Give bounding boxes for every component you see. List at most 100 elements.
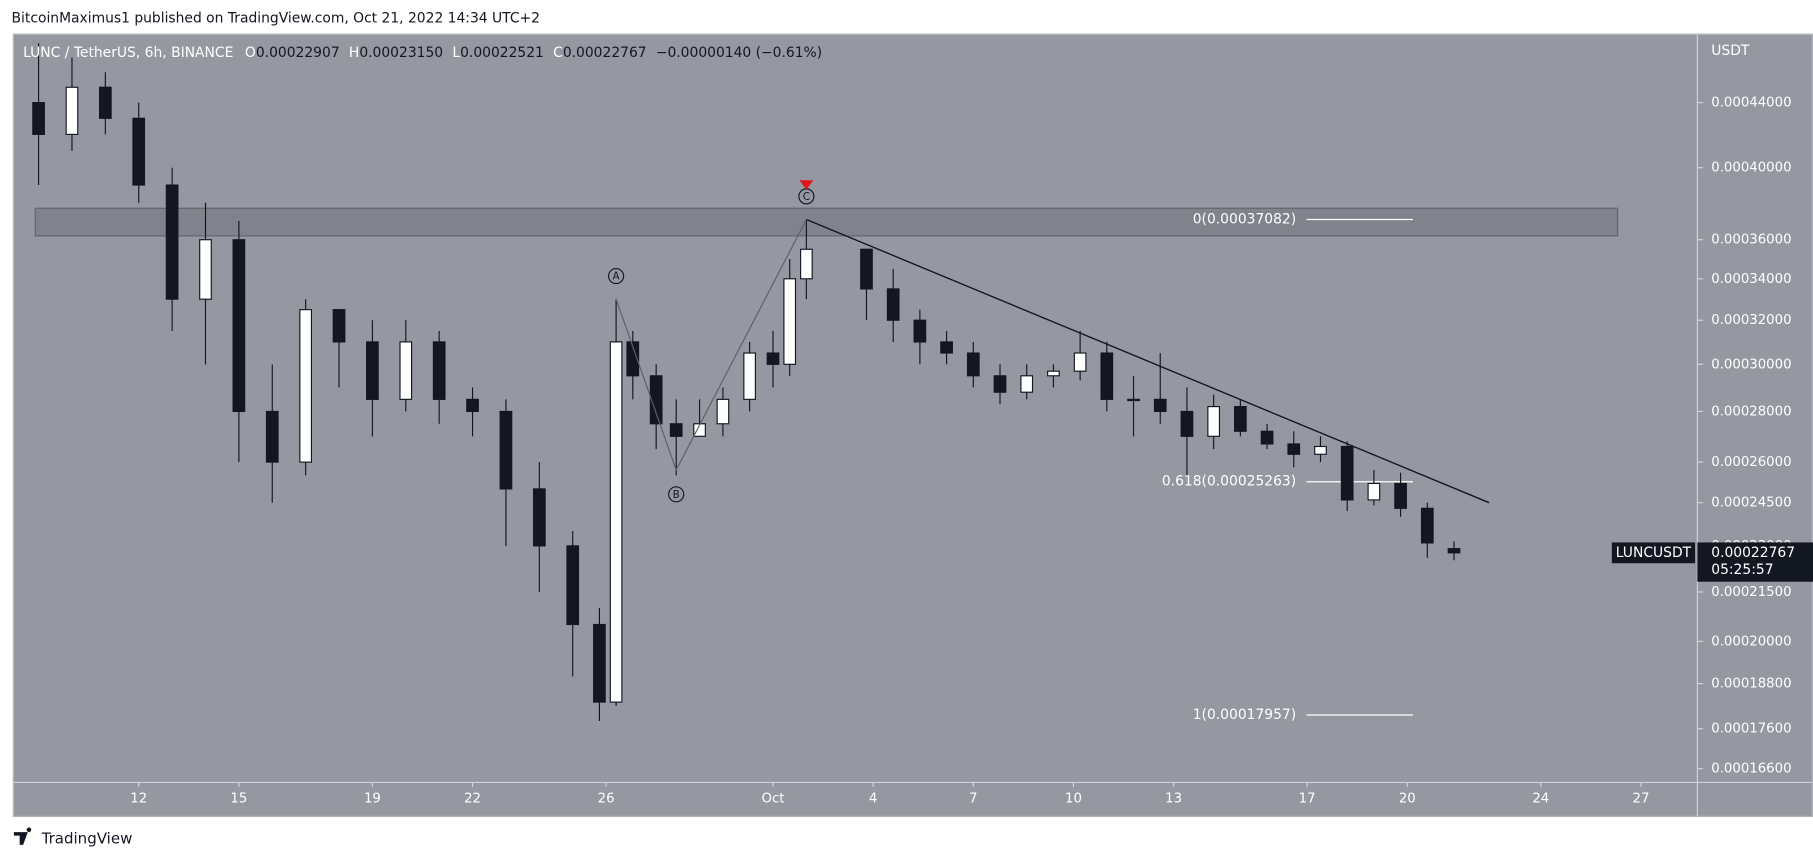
candle: [532, 462, 546, 592]
candle-body: [593, 623, 606, 703]
candle-body: [1020, 375, 1034, 393]
y-tick-label: 0.00032000: [1711, 313, 1791, 328]
candle: [32, 43, 45, 186]
candle: [1207, 394, 1221, 450]
candle-body: [466, 398, 479, 413]
legend-field-value: 0.00023150: [359, 45, 443, 61]
candle-body: [940, 341, 953, 354]
legend-field-name: L: [452, 45, 460, 61]
fib-label: 1(0.00017957): [1193, 707, 1296, 723]
y-tick-label: 0.00028000: [1711, 404, 1791, 419]
legend-field-value: 0.00022521: [460, 45, 544, 61]
candle-body: [265, 410, 279, 463]
candle: [65, 57, 79, 151]
x-tick-label: 19: [364, 792, 381, 807]
candle-body: [65, 86, 79, 135]
candle: [1314, 436, 1327, 463]
candle-body: [1420, 507, 1434, 544]
legend-change: −0.00000140 (−0.61%): [656, 45, 822, 61]
candle-body: [199, 239, 212, 300]
y-tick-label: 0.00016600: [1711, 762, 1791, 777]
fib-label: 0(0.00037082): [1193, 212, 1296, 228]
candle: [165, 167, 179, 331]
candle-body: [1180, 410, 1194, 437]
footer-logo: [13, 827, 32, 845]
candle: [716, 387, 730, 437]
footer-brand: TradingView: [41, 830, 133, 848]
legend-symbol: LUNC / TetherUS, 6h, BINANCE: [23, 45, 233, 61]
candle-body: [1394, 482, 1407, 509]
x-tick-label: 17: [1299, 792, 1316, 807]
wave-label-circle: [608, 267, 625, 285]
wave-label: B: [673, 489, 680, 501]
candle: [265, 364, 279, 503]
candle: [1287, 431, 1301, 468]
candle-body: [860, 248, 873, 290]
candle: [1180, 387, 1194, 476]
x-tick-label: 10: [1065, 792, 1082, 807]
candle: [766, 330, 780, 388]
candle-body: [743, 352, 756, 400]
candle-body: [886, 288, 900, 321]
y-tick-label: 0.00034000: [1711, 272, 1791, 287]
candle-body: [366, 341, 379, 400]
candle: [626, 330, 640, 400]
candle: [1394, 472, 1407, 517]
candle-body: [399, 341, 413, 400]
x-tick-label: 13: [1165, 792, 1182, 807]
candle-body: [783, 278, 797, 365]
legend-field-value: 0.00022767: [563, 45, 647, 61]
candle: [466, 387, 479, 437]
candle-body: [499, 410, 513, 490]
candle-body: [98, 86, 112, 119]
x-tick-label: 4: [869, 792, 877, 807]
wave-label: A: [613, 271, 621, 283]
candle-body: [716, 398, 730, 425]
candle-body: [532, 488, 546, 547]
candle: [1420, 502, 1434, 558]
y-tick-label: 0.00020000: [1711, 634, 1791, 649]
legend-field-value: 0.00022907: [256, 45, 340, 61]
candle-body: [693, 423, 706, 437]
candle: [649, 364, 663, 450]
price-tag-value: 0.00022767: [1711, 545, 1795, 561]
fib-label: 0.618(0.00025263): [1162, 474, 1296, 490]
publish-title: BitcoinMaximus1 published on TradingView…: [12, 10, 540, 26]
candle-body: [1314, 445, 1327, 455]
x-tick-label: 12: [130, 792, 147, 807]
candle: [132, 102, 146, 203]
candle: [743, 341, 756, 412]
candle: [913, 309, 927, 365]
candle: [1047, 364, 1060, 388]
candle: [566, 531, 580, 677]
candle: [332, 309, 346, 388]
wave-label: C: [803, 191, 810, 203]
candle: [1367, 470, 1381, 506]
x-tick-label: 24: [1532, 792, 1549, 807]
candle: [1073, 330, 1087, 381]
x-tick-label: 22: [464, 792, 481, 807]
frame: [12, 33, 1813, 818]
x-tick-label: 20: [1399, 792, 1416, 807]
candle: [499, 399, 513, 546]
candle: [1260, 423, 1274, 450]
resistance-zone: [34, 207, 1619, 237]
candle-body: [165, 184, 179, 300]
candle-body: [432, 341, 446, 400]
candle-body: [1260, 430, 1274, 445]
candle: [1153, 353, 1167, 424]
sell-marker: [799, 180, 814, 190]
candle: [993, 364, 1007, 405]
candle: [1340, 441, 1354, 512]
y-tick-label: 0.00044000: [1711, 96, 1791, 111]
candle-body: [1367, 482, 1381, 501]
y-tick-label: 0.00017600: [1711, 722, 1791, 737]
plot-background: [13, 34, 1813, 816]
candle-body: [1207, 406, 1221, 437]
candle: [693, 399, 706, 437]
candle: [432, 330, 446, 424]
candle-body: [966, 352, 980, 377]
y-tick-label: 0.00030000: [1711, 357, 1791, 372]
candle: [399, 320, 413, 412]
